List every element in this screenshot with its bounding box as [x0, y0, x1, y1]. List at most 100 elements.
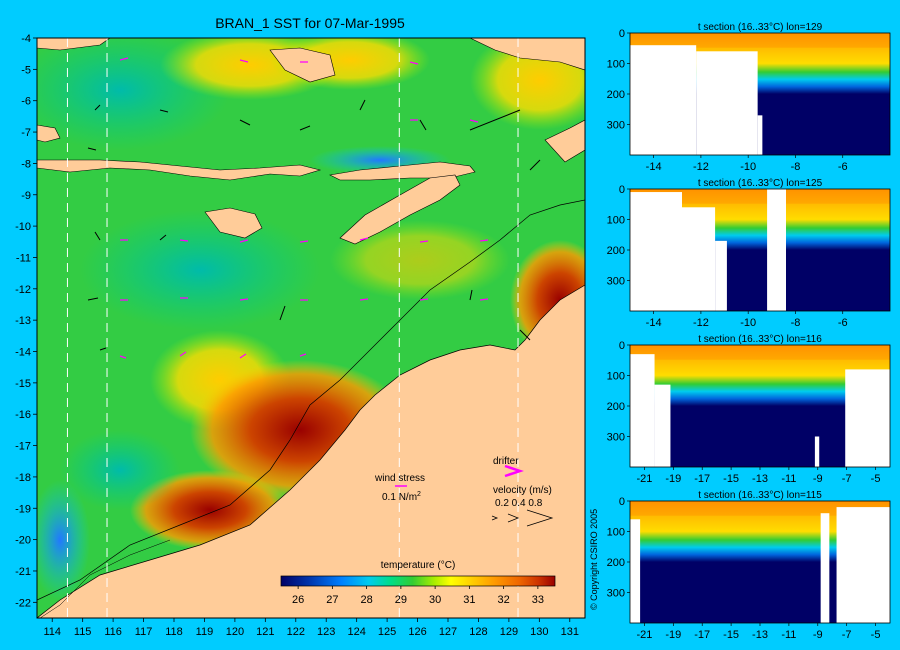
- map-x-tick-label: 131: [561, 626, 579, 638]
- sulawesi-south: [269, 47, 336, 83]
- land-top-left: [37, 38, 111, 51]
- section-land-mask: [654, 384, 671, 467]
- section-y-tick-label: 0: [619, 184, 625, 196]
- section-panel-2: t section (16..33°C) lon=125 0 100 200 300 -1…: [607, 178, 891, 329]
- map-y-tick-label: -13: [15, 315, 31, 327]
- cool-patch-w: [60, 430, 180, 510]
- section-x-tick-label: -19: [665, 473, 681, 485]
- map-y-tick-label: -6: [21, 96, 31, 108]
- section-panel-3: t section (16..33°C) lon=116 0 100 200 300 -2…: [607, 334, 891, 485]
- section-land-mask: [630, 354, 655, 467]
- colorbar-tick-label: 31: [463, 594, 475, 606]
- map-x-tick-label: 121: [256, 626, 274, 638]
- cool-patch-sw: [37, 480, 90, 600]
- section-land-mask: [696, 51, 758, 155]
- velocity-label: velocity (m/s): [493, 485, 552, 496]
- section-y-tick-label: 100: [607, 527, 625, 539]
- sumba-island: [204, 207, 263, 239]
- section-y-tick-label: 300: [607, 432, 625, 444]
- section-y-tick-label: 100: [607, 371, 625, 383]
- map-x-tick-label: 127: [439, 626, 457, 638]
- map-x-axis: 114 115 116 117 118 119 120 121 122 123 124 125 126 1…: [43, 618, 579, 638]
- section-x-tick-label: -7: [842, 473, 852, 485]
- lesser-sunda-islands: [37, 159, 322, 181]
- map-x-tick-label: 119: [196, 626, 214, 638]
- section-land-mask: [820, 513, 830, 623]
- map-y-tick-label: -7: [21, 127, 31, 139]
- land-e: [544, 119, 585, 163]
- map-x-tick-label: 114: [43, 626, 61, 638]
- section-land-mask: [814, 436, 820, 467]
- colorbar-tick-label: 29: [395, 594, 407, 606]
- section-x-tick-label: -12: [693, 161, 709, 173]
- colorbar-tick-label: 30: [429, 594, 441, 606]
- velocity-scale-arrows: [491, 509, 554, 527]
- map-y-tick-label: -19: [15, 503, 31, 515]
- section-land-mask: [767, 189, 786, 311]
- map-frame: [36, 37, 586, 619]
- map-x-tick-label: 125: [378, 626, 396, 638]
- section-x-tick-label: -17: [694, 473, 710, 485]
- section-x-tick-label: -7: [842, 629, 852, 641]
- copyright: © Copyright CSIRO 2005: [589, 509, 599, 610]
- section-y-tick-label: 200: [607, 245, 625, 257]
- flores-islands: [329, 161, 476, 181]
- section-title: t section (16..33°C) lon=115: [698, 490, 822, 501]
- section-x-tick-label: -12: [693, 317, 709, 329]
- sst-map: [37, 38, 585, 618]
- map-y-tick-label: -18: [15, 472, 31, 484]
- section-x-tick-label: -5: [871, 629, 881, 641]
- section-x-tick-label: -11: [781, 473, 796, 485]
- section-panel-4: t section (16..33°C) lon=115 0 100 200 300 -2…: [607, 490, 891, 641]
- map-y-tick-label: -11: [16, 252, 31, 264]
- map-y-tick-label: -16: [15, 409, 31, 421]
- section-surface-warm: [630, 345, 890, 360]
- section-panel-1: t section (16..33°C) lon=129 0 100 200 300 -1…: [607, 22, 891, 173]
- map-x-tick-label: 123: [317, 626, 335, 638]
- map-y-tick-label: -12: [15, 284, 31, 296]
- section-x-tick-label: -14: [646, 161, 662, 173]
- section-land-mask: [757, 115, 763, 155]
- map-y-tick-label: -10: [15, 221, 31, 233]
- map-x-tick-label: 118: [165, 626, 183, 638]
- shelf-contour: [37, 199, 585, 601]
- map-y-tick-label: -20: [15, 535, 31, 547]
- section-y-tick-label: 200: [607, 89, 625, 101]
- map-y-tick-label: -5: [21, 64, 31, 76]
- section-y-tick-label: 100: [607, 59, 625, 71]
- section-x-tick-label: -13: [752, 473, 768, 485]
- map-title: BRAN_1 SST for 07-Mar-1995: [215, 15, 405, 31]
- map-y-tick-label: -22: [15, 597, 31, 609]
- section-y-tick-label: 0: [619, 28, 625, 40]
- section-x-tick-label: -9: [813, 473, 823, 485]
- section-y-tick-label: 100: [607, 215, 625, 227]
- section-x-tick-label: -10: [740, 317, 756, 329]
- drifter-marker: [504, 464, 524, 478]
- section-land-mask: [836, 507, 890, 623]
- section-y-tick-label: 0: [619, 340, 625, 352]
- section-land-mask: [845, 369, 890, 467]
- map-x-tick-label: 122: [287, 626, 305, 638]
- timor-island: [339, 174, 461, 245]
- section-title: t section (16..33°C) lon=125: [698, 178, 823, 189]
- cool-patch-c: [80, 210, 320, 330]
- colorbar-ticks: 26 27 28 29 30 31 32 33: [292, 586, 544, 606]
- map-y-tick-label: -15: [15, 378, 31, 390]
- map-y-tick-label: -4: [21, 33, 31, 45]
- section-land-mask: [630, 519, 641, 623]
- map-x-tick-label: 115: [74, 626, 92, 638]
- section-x-tick-label: -21: [636, 629, 652, 641]
- section-x-tick-label: -5: [871, 473, 881, 485]
- map-x-tick-label: 128: [469, 626, 487, 638]
- map-y-tick-label: -9: [21, 190, 31, 202]
- australia-land: [37, 284, 585, 618]
- colorbar: temperature (°C) 26 27 28 29 30 31 32 33: [280, 560, 556, 606]
- section-y-tick-label: 0: [619, 496, 625, 508]
- wind-stress-value: 0.1 N/m2: [382, 491, 421, 503]
- colorbar-tick-label: 33: [532, 594, 544, 606]
- section-x-tick-label: -15: [723, 629, 739, 641]
- section-x-tick-label: -8: [791, 161, 801, 173]
- section-land-mask: [682, 207, 716, 311]
- colorbar-tick-label: 26: [292, 594, 304, 606]
